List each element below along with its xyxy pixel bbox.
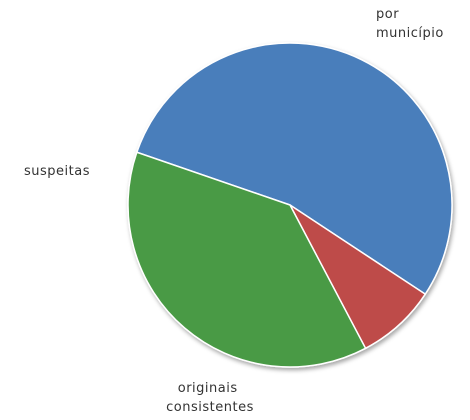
pie-slice-originais-consistentes (127, 151, 367, 368)
pie-slices (127, 42, 453, 368)
slice-labels: por município suspeitas originais consis… (24, 7, 444, 415)
slice-label-suspeitas: suspeitas (24, 164, 90, 179)
slice-label-originais-consistentes: originais consistentes (166, 381, 254, 415)
slice-label-por-municipio: por município (376, 7, 444, 41)
pie-slice-por-municipio (136, 42, 453, 295)
